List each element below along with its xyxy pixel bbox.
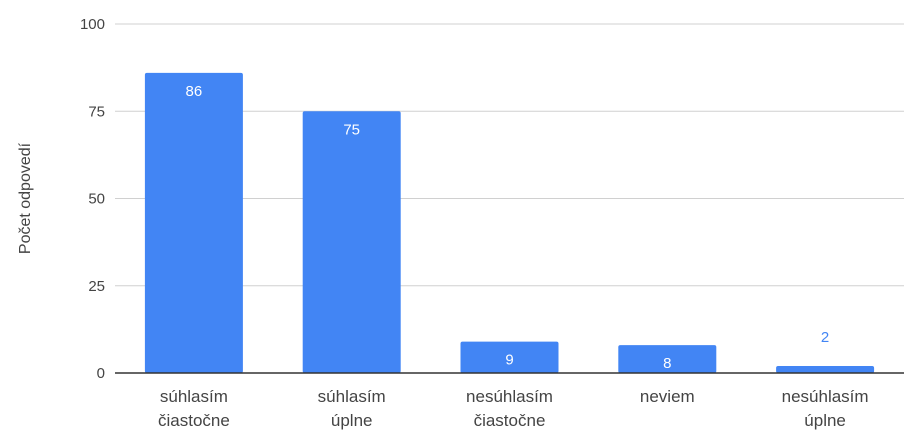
x-tick-label-2: súhlasím úplne [318, 387, 386, 430]
x-tick-label-2-line-1: súhlasím [318, 387, 386, 406]
x-tick-label-5-line-1: nesúhlasím [782, 387, 869, 406]
x-tick-label-2-line-2: úplne [331, 411, 373, 430]
y-axis-title: Počet odpovedí [17, 142, 34, 254]
bars [144, 72, 875, 374]
data-labels: 86 75 9 8 2 [186, 83, 830, 372]
x-tick-label-5: nesúhlasím úplne [782, 387, 869, 430]
x-tick-label-1: súhlasím čiastočne [158, 387, 230, 430]
x-tick-label-4: neviem [640, 387, 695, 406]
data-label-2: 75 [343, 121, 360, 138]
bar-3 [460, 341, 559, 373]
data-label-5: 2 [821, 329, 829, 346]
bar-5 [776, 366, 875, 373]
x-tick-label-4-line-1: neviem [640, 387, 695, 406]
x-tick-label-3: nesúhlasím čiastočne [466, 387, 553, 430]
bar-1 [144, 72, 243, 374]
x-tick-label-1-line-2: čiastočne [158, 411, 230, 430]
bar-2 [302, 111, 401, 373]
data-label-4: 8 [663, 355, 671, 372]
x-tick-label-3-line-1: nesúhlasím [466, 387, 553, 406]
y-tick-label-0: 0 [97, 365, 105, 382]
x-tick-label-1-line-1: súhlasím [160, 387, 228, 406]
x-tick-label-5-line-2: úplne [804, 411, 846, 430]
gridlines [115, 23, 904, 287]
bar-4 [618, 345, 717, 373]
y-tick-label-25: 25 [88, 278, 105, 295]
y-axis-ticks: 0 25 50 75 100 [80, 16, 105, 382]
x-tick-label-3-line-2: čiastočne [474, 411, 546, 430]
y-tick-label-50: 50 [88, 191, 105, 208]
y-tick-label-75: 75 [88, 103, 105, 120]
data-label-1: 86 [186, 83, 203, 100]
y-tick-label-100: 100 [80, 16, 105, 33]
data-label-3: 9 [505, 352, 513, 369]
